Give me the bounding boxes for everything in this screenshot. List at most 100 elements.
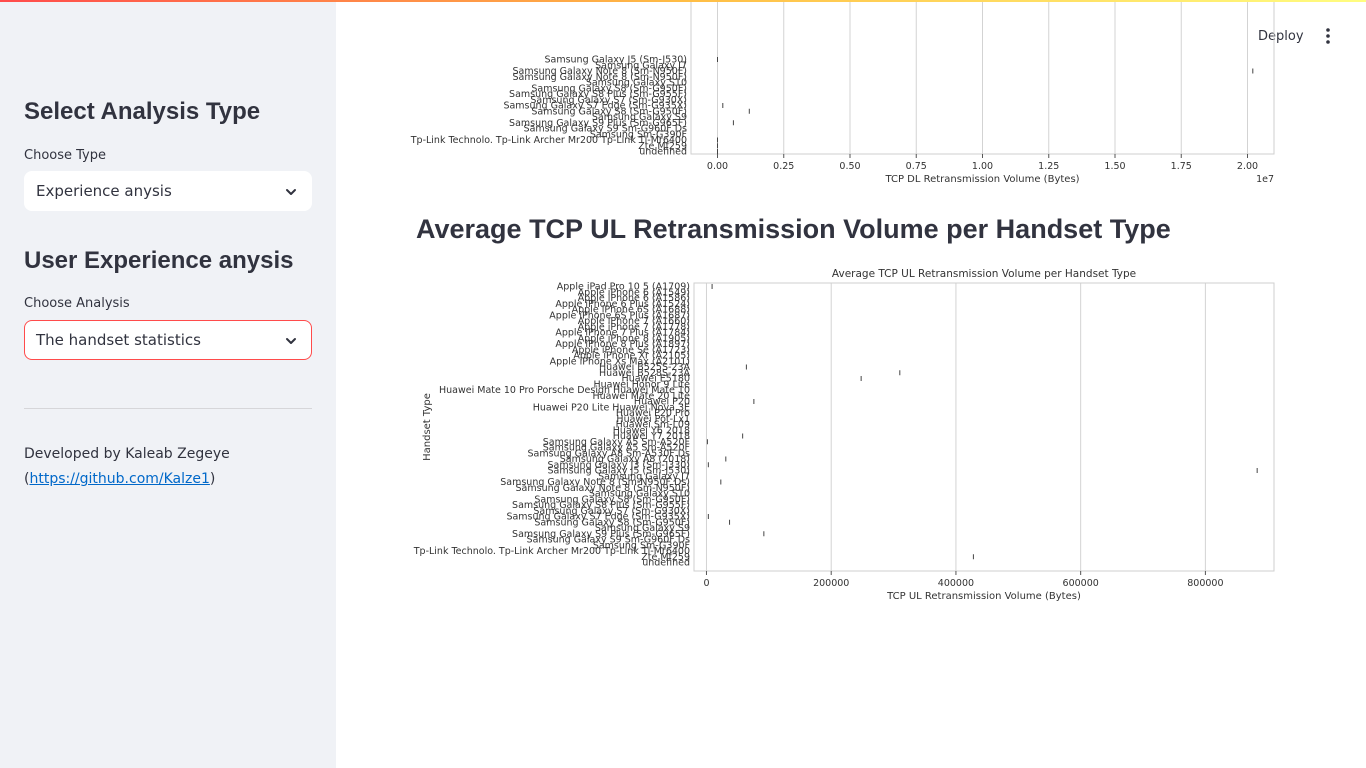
chart2-x-tick-label: 400000 xyxy=(938,578,974,589)
chart2-y-tick-label: Samsung Sm-G390F xyxy=(593,540,690,551)
chart2-y-tick-label: Huawei Mate 10 Pro Porsche Design Huawei… xyxy=(439,385,690,396)
chart2-y-tick-label: Tp-Link Technolo. Tp-Link Archer Mr200 T… xyxy=(413,546,690,557)
choose-analysis-label: Choose Analysis xyxy=(24,296,130,311)
chart2-y-tick-label: Apple iPhone Xs Max (A2101) xyxy=(550,356,690,367)
sidebar: Select Analysis Type Choose Type Experie… xyxy=(0,0,336,768)
chart2-y-tick-label: Samsung Galaxy J5 (Sm-J530) xyxy=(547,466,690,477)
chart1-y-tick-label: Samsung Galaxy S8 (Sm-G950F) xyxy=(531,83,687,94)
chart2-x-tick-label: 800000 xyxy=(1187,578,1223,589)
chart2-y-tick-label: Samsung Galaxy J7 xyxy=(598,471,690,482)
chart1-y-tick-label: Samsung Galaxy Note 8 (Sm-N950F) xyxy=(513,72,687,83)
chart1-y-tick-label: undefined xyxy=(639,147,687,158)
chart2-y-tick-label: Samsung Galaxy S8 (Sm-G950F) xyxy=(534,494,690,505)
chart2-y-tick-label: Huawei B528S-23A xyxy=(599,368,690,379)
chart2-y-tick-label: Samsung Galaxy A8 Sm-A530F Ds xyxy=(527,448,690,459)
chart2-y-tick-label: Zte Mf259 xyxy=(641,552,690,563)
chart2-y-tick-label: Samsung Galaxy S9 Sm-G960F Ds xyxy=(527,535,691,546)
chart2-x-axis-label: TCP UL Retransmission Volume (Bytes) xyxy=(886,591,1081,602)
choose-analysis-value: The handset statistics xyxy=(36,331,201,349)
chart2-y-tick-label: Samsung Galaxy A5 Sm-A520F xyxy=(543,443,690,454)
chart1-y-tick-label: Samsung Galaxy S7 Edge (Sm-G935X) xyxy=(503,101,687,112)
chart2-y-tick-label: Huawei B525S-23A xyxy=(599,362,690,373)
github-link[interactable]: https://github.com/Kalze1 xyxy=(29,471,210,487)
choose-type-value: Experience anysis xyxy=(36,182,172,200)
chart2-frame xyxy=(693,282,1275,572)
chart1-x-tick-label: 1.00 xyxy=(972,161,993,172)
chart2-y-tick-label: Huawei Mate 20 Lite xyxy=(593,391,691,402)
choose-type-select[interactable]: Experience anysis xyxy=(24,171,312,211)
chart2-y-tick-label: undefined xyxy=(642,558,690,569)
chart2-y-tick-label: Samsung Galaxy J3 (Sm-J330) xyxy=(547,460,690,471)
chart1-y-tick-label: Samsung Galaxy S7 (Sm-G930X) xyxy=(530,95,687,106)
top-decoration-bar xyxy=(0,0,1366,2)
chart2-x-tick-label: 0 xyxy=(703,578,709,589)
chart2-y-tick-label: Samsung Galaxy Note 8 (Sm-N950F) xyxy=(516,483,690,494)
chart2-y-tick-label: Samsung Galaxy Note 8 (Sm-N950F Ds) xyxy=(500,477,690,488)
chart1-y-tick-label: Samsung Galaxy Note 8 (Sm-N950F) xyxy=(513,66,687,77)
chart2-y-tick-label: Samsung Galaxy S10 xyxy=(589,489,690,500)
chart2-y-tick-label: Huawei P20 xyxy=(634,397,690,408)
chart2-y-tick-label: Apple iPhone 6S (A1688) xyxy=(572,305,690,316)
charts-area: 0.00 0.25 0.50 0.75 1.00 1.25 1.50 1.75 2.00 Sams… xyxy=(410,0,1275,602)
chart2-y-tick-label: Huawei Pot-Lx1 xyxy=(616,414,690,425)
chart2-y-tick-label: Huawei P20 Lite Huawei Nova 3E xyxy=(533,402,690,413)
chart2-y-tick-label: Samsung Galaxy A8 (2018) xyxy=(560,454,690,465)
chart1-x-tick-label: 1.25 xyxy=(1038,161,1059,172)
developer-credit-prefix: Developed by Kaleab Zegeye ( xyxy=(24,446,230,487)
chart2-title: Average TCP UL Retransmission Volume per… xyxy=(832,268,1136,280)
chart2-y-tick-label: Huawei P20 Pro xyxy=(616,408,690,419)
chart1-y-tick-label: Samsung Galaxy S9 Plus (Sm-G965F) xyxy=(509,118,687,129)
chart2-x-tick-label: 200000 xyxy=(813,578,849,589)
chart1-x-axis-label: TCP DL Retransmission Volume (Bytes) xyxy=(884,174,1079,185)
chart1-y-tick-label: Tp-Link Technolo. Tp-Link Archer Mr200 T… xyxy=(410,135,687,146)
chart2-y-tick-label: Huawei E5180 xyxy=(622,374,690,385)
chart2-x-tick-label: 600000 xyxy=(1063,578,1099,589)
kebab-menu-icon[interactable] xyxy=(1318,26,1338,46)
chart2-y-tick-label: Apple iPhone 6 (A1586) xyxy=(578,293,690,304)
section-heading: Average TCP UL Retransmission Volume per… xyxy=(416,214,1171,244)
chart2-y-tick-label: Samsung Galaxy S7 Edge (Sm-G935X) xyxy=(506,512,690,523)
chart1-x-offset-label: 1e7 xyxy=(1256,174,1274,185)
chart2-y-tick-label: Samsung Galaxy A5 Sm-A520F xyxy=(543,437,690,448)
chart1-x-tick-label: 1.50 xyxy=(1104,161,1125,172)
chart1-x-tick-label: 2.00 xyxy=(1237,161,1258,172)
chart2-y-tick-label: Apple iPhone 8 (A1905) xyxy=(578,333,690,344)
sidebar-divider xyxy=(24,408,312,409)
chart1-x-tick-label: 0.00 xyxy=(707,161,728,172)
chart2-y-tick-label: Huawei Y7 2018 xyxy=(613,431,690,442)
chart1-y-tick-label: Samsung Galaxy S9 Sm-G960F Ds xyxy=(524,124,688,135)
chart1-x-tick-label: 0.75 xyxy=(906,161,927,172)
chart2-y-tick-label: Apple iPhone 7 Plus (A1784) xyxy=(555,328,690,339)
chart1-x-tick-label: 1.75 xyxy=(1171,161,1192,172)
chart2-y-tick-label: Samsung Galaxy S9 Plus (Sm-G965F) xyxy=(512,529,690,540)
chart1-y-tick-label: Samsung Galaxy S10 xyxy=(586,78,687,89)
chart2-y-tick-label: Samsung Galaxy S9 xyxy=(595,523,690,534)
chart2-y-tick-label: Apple iPhone 7 (A1778) xyxy=(578,322,690,333)
chart1-y-tick-label: Samsung Galaxy J5 (Sm-J530) xyxy=(544,55,687,66)
chart2-y-tick-label: Apple iPhone 8 Plus (A1897) xyxy=(555,339,690,350)
chevron-down-icon xyxy=(286,189,296,195)
chart2-y-tick-label: Apple iPhone Se (A1723) xyxy=(572,345,690,356)
chart1-y-tick-label: Samsung Galaxy S8 Plus (Sm-G955F) xyxy=(509,89,687,100)
chart1-x-tick-label: 0.50 xyxy=(839,161,860,172)
analysis-type-heading: Select Analysis Type xyxy=(24,98,261,125)
chart2-y-tick-label: Apple iPad Pro 10 5 (A1709) xyxy=(557,282,690,293)
developer-credit-suffix: ) xyxy=(209,471,216,487)
chart1-y-tick-label: Samsung Galaxy J7 xyxy=(595,60,687,71)
chart1-y-tick-label: Samsung Galaxy S9 xyxy=(592,112,687,123)
chart2-y-tick-label: Huawei Sm-L09 xyxy=(616,420,690,431)
chart1-y-tick-label: Samsung Galaxy S8 (Sm-G950F) xyxy=(531,106,687,117)
choose-analysis-select[interactable]: The handset statistics xyxy=(24,320,312,360)
deploy-button[interactable]: Deploy xyxy=(1258,28,1304,44)
chart2-y-tick-label: Apple iPhone Xr (A2105) xyxy=(573,351,690,362)
chart2-y-tick-label: Apple iPhone 6S Plus (A1687) xyxy=(549,310,690,321)
chart2-y-tick-label: Samsung Galaxy S7 (Sm-G930X) xyxy=(533,506,690,517)
chart2-y-tick-label: Apple iPhone 6 (A1549) xyxy=(578,287,690,298)
chart2-y-tick-label: Huawei Y6 2018 xyxy=(613,425,690,436)
chart1-y-tick-label: Zte Mf259 xyxy=(638,141,687,152)
developer-credit: Developed by Kaleab Zegeye (https://gith… xyxy=(24,442,314,492)
chart2-y-axis-label: Handset Type xyxy=(422,393,433,461)
chart1-x-tick-label: 0.25 xyxy=(773,161,794,172)
chart1-y-tick-label: Samsung Sm-G390F xyxy=(590,129,687,140)
chart2-y-tick-label: Samsung Galaxy S8 (Sm-G950F) xyxy=(534,517,690,528)
